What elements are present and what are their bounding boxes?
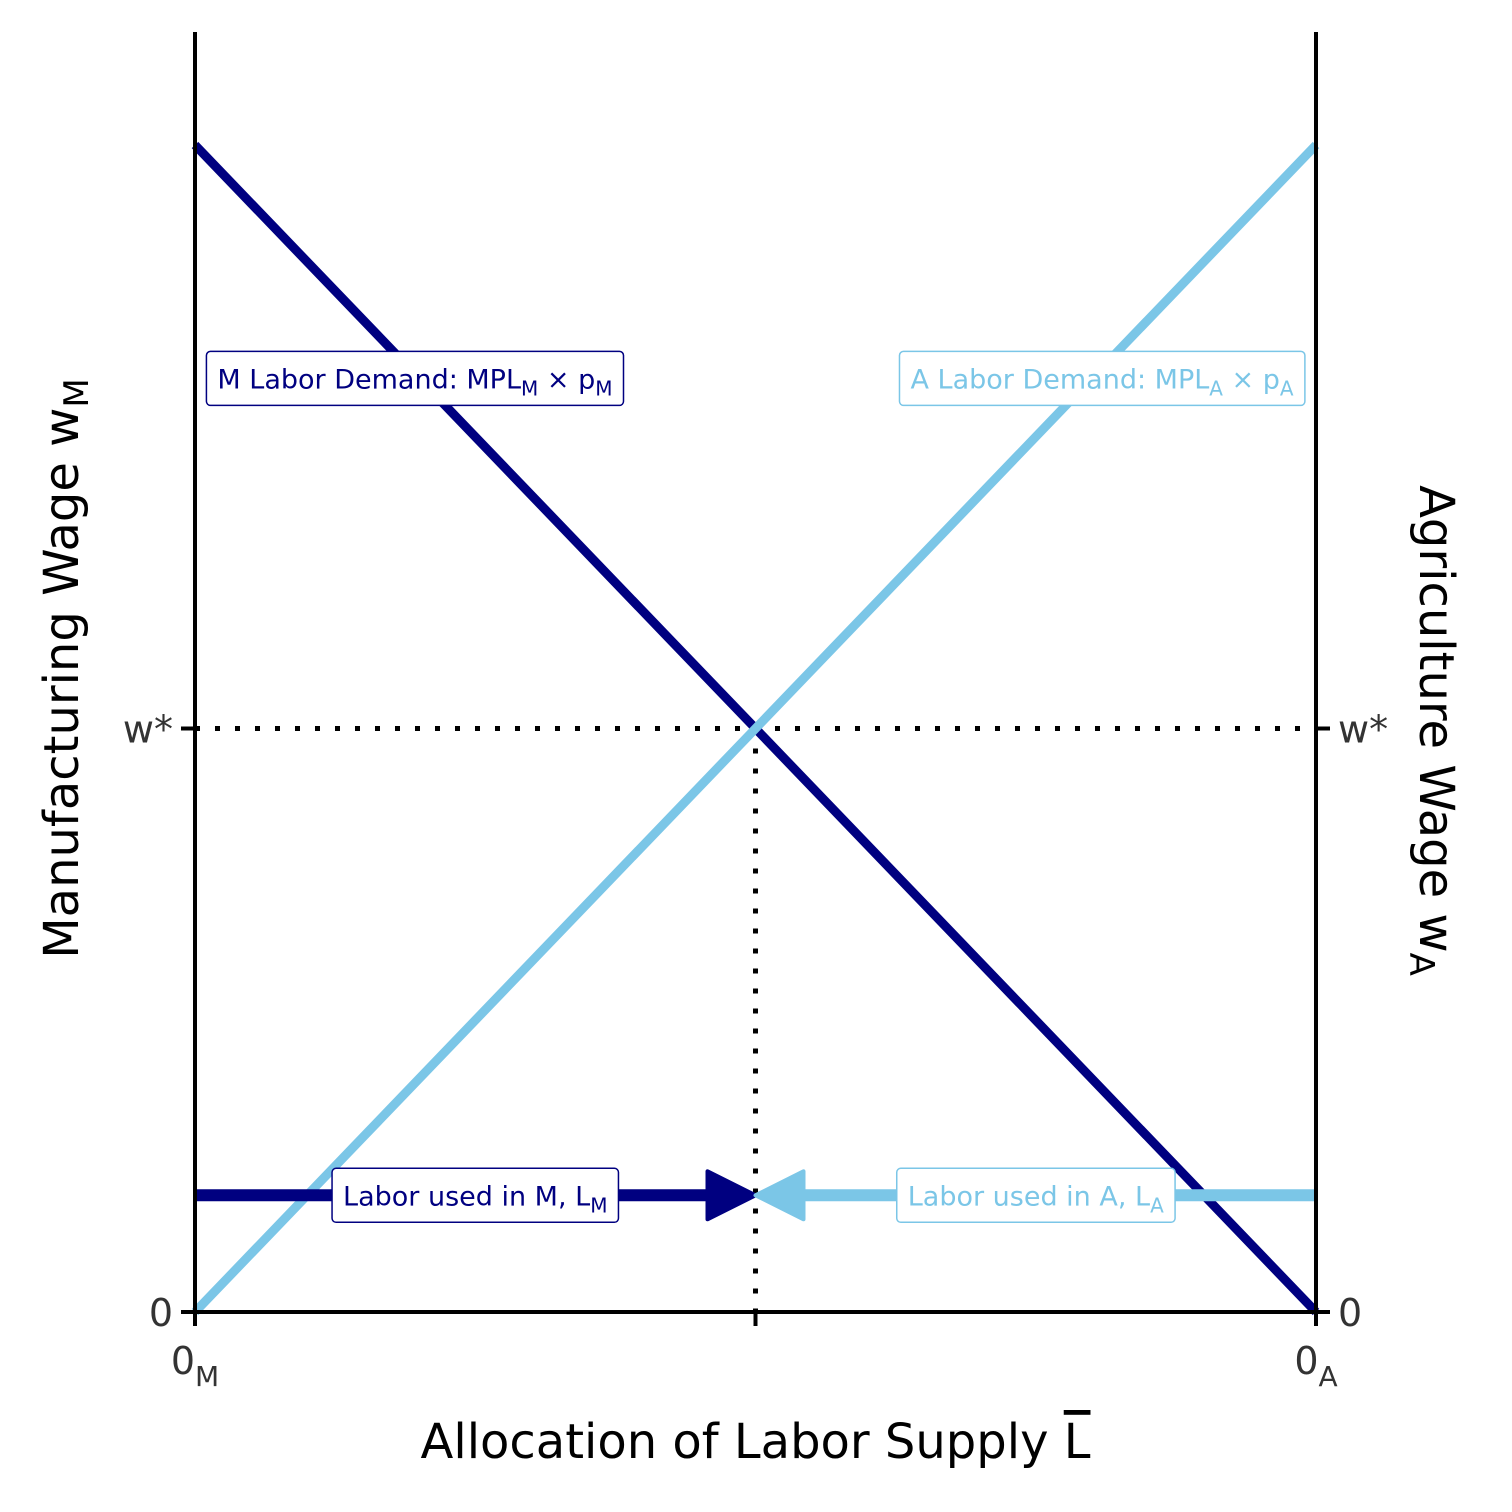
x-tick-label: 0A bbox=[1294, 1339, 1337, 1393]
labor-a-arrowhead bbox=[753, 1169, 806, 1222]
axis-titles: Allocation of Labor Supply L Manufacturin… bbox=[34, 378, 1464, 1470]
label-text: M Labor Demand: MPLM × pM bbox=[217, 364, 612, 400]
label-box bbox=[898, 350, 1306, 407]
left-y-tick-label: 0 bbox=[149, 1291, 173, 1335]
labor-a-label: Labor used in A, LA bbox=[895, 1167, 1176, 1224]
right-y-tick-label: w* bbox=[1338, 708, 1388, 752]
left-y-tick-label: w* bbox=[123, 708, 173, 752]
equilibrium-guides bbox=[195, 726, 1316, 1312]
a-demand-line bbox=[191, 141, 1320, 1316]
labor-m-label: Labor used in M, LM bbox=[331, 1167, 620, 1224]
a-demand-label: A Labor Demand: MPLA × pA bbox=[898, 350, 1306, 407]
annotation-labels: M Labor Demand: MPLM × pM A Labor Demand:… bbox=[205, 350, 1306, 1224]
label-box bbox=[205, 350, 625, 407]
labor-m-arrowhead bbox=[705, 1169, 758, 1222]
label-box bbox=[331, 1167, 620, 1224]
label-box bbox=[895, 1167, 1176, 1224]
labor-supply-symbol: L bbox=[1064, 1414, 1091, 1470]
label-text: A Labor Demand: MPLA × pA bbox=[910, 364, 1293, 400]
left-y-axis-title: Manufacturing Wage wM bbox=[34, 378, 97, 959]
right-y-axis-title: Agriculture Wage wA bbox=[1401, 485, 1464, 976]
right-y-tick-label: 0 bbox=[1338, 1291, 1362, 1335]
demand-curves bbox=[191, 141, 1320, 1316]
label-text: Labor used in A, LA bbox=[908, 1181, 1164, 1217]
x-tick-label: 0M bbox=[171, 1339, 219, 1393]
m-demand-label: M Labor Demand: MPLM × pM bbox=[205, 350, 625, 407]
x-axis-title: Allocation of Labor Supply L bbox=[421, 1414, 1091, 1470]
label-text: Labor used in M, LM bbox=[343, 1181, 607, 1217]
axes bbox=[193, 32, 1318, 1314]
